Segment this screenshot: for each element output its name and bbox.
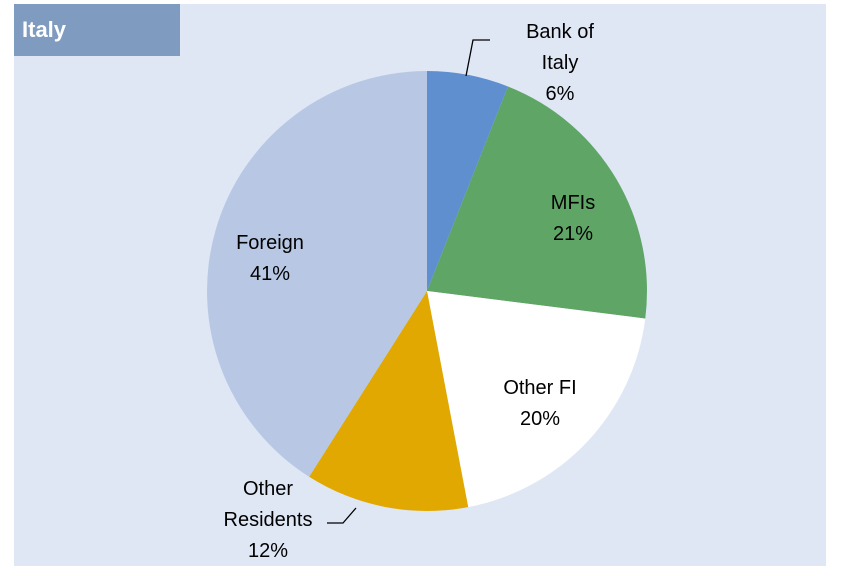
value-label: 20% xyxy=(519,408,561,430)
value-label: 21% xyxy=(552,223,594,245)
slice-label: Other Residents 12% xyxy=(193,474,343,567)
leader-line xyxy=(327,507,357,524)
slice-label: Other FI 20% xyxy=(465,373,615,435)
chart-title: Italy xyxy=(14,4,180,56)
category-label: Bank of Italy xyxy=(526,21,594,74)
value-label: 12% xyxy=(247,540,289,562)
category-label: Other FI xyxy=(503,377,577,399)
pie-slice xyxy=(427,291,646,508)
category-label: Foreign xyxy=(236,232,304,254)
category-label: MFIs xyxy=(550,192,596,214)
value-label: 6% xyxy=(545,83,575,105)
slice-label: Bank of Italy 6% xyxy=(485,17,635,110)
slice-label: MFIs 21% xyxy=(498,188,648,250)
pie-slice xyxy=(206,71,427,477)
slice-label: Foreign 41% xyxy=(195,228,345,290)
pie-slice xyxy=(427,86,647,319)
category-label: Other Residents xyxy=(223,478,313,531)
pie-slice xyxy=(309,291,469,511)
leader-line xyxy=(465,39,490,77)
pie-slice xyxy=(427,71,508,291)
value-label: 41% xyxy=(249,263,291,285)
